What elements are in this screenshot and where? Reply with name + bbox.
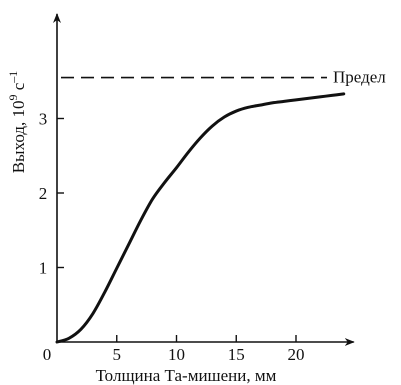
y-tick-label: 3 [39, 110, 48, 129]
x-tick-label: 15 [228, 345, 245, 364]
x-tick-label: 20 [288, 345, 305, 364]
y-axis-label-exp: 9 [6, 95, 20, 101]
y-ticks: 1 2 3 [39, 110, 64, 278]
series-line [55, 92, 346, 344]
x-tick-label: 5 [113, 345, 122, 364]
x-tick-label: 10 [168, 345, 185, 364]
x-tick-label: 0 [43, 345, 52, 364]
limit-label: Предел [333, 68, 386, 87]
y-tick-label: 2 [39, 184, 48, 203]
x-axis-label: Толщина Та-мишени, мм [96, 366, 277, 385]
y-axis-label-unit: с [9, 82, 28, 94]
y-axis-label-prefix: Выход, 10 [9, 101, 28, 174]
y-axis-label-unit-exp: –1 [6, 71, 20, 84]
y-axis-label: Выход, 109 с–1 [6, 71, 28, 174]
x-ticks: 0 5 10 15 20 [43, 335, 305, 364]
y-tick-label: 1 [39, 259, 48, 278]
